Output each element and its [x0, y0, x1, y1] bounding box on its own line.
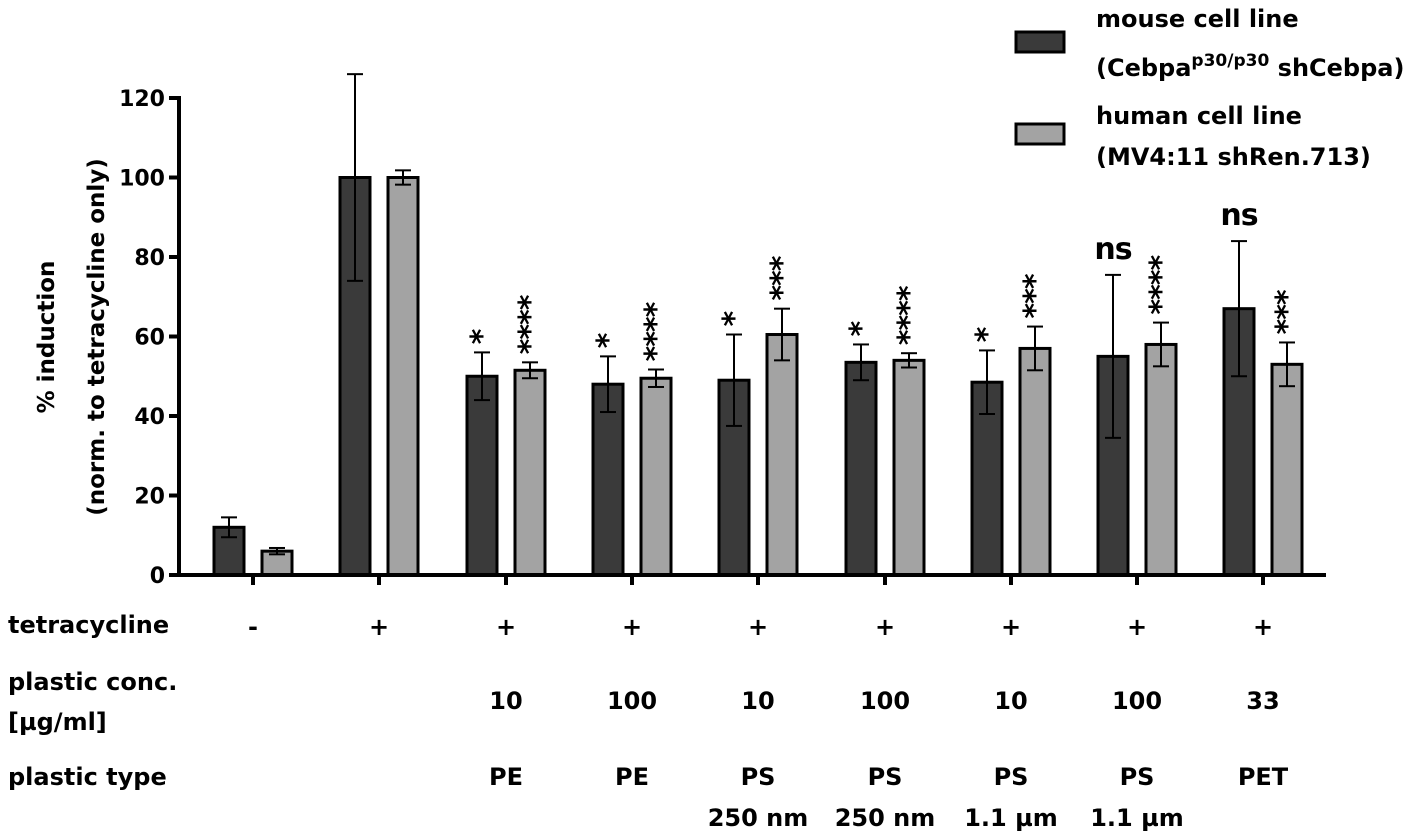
tetracycline-cell-4: +: [748, 613, 768, 641]
type-cell-5: PS: [868, 763, 903, 791]
type-cell-3: PE: [615, 763, 649, 791]
condition-table: tetracycline - + + + + + + + + plastic conc. [µg/ml…: [8, 611, 1289, 832]
bar-human-5: [892, 358, 926, 577]
sig-label-0-6: *: [970, 326, 1005, 342]
sig-label-0-7: ns: [1094, 232, 1131, 267]
tetracycline-cell-8: +: [1253, 613, 1273, 641]
tetracycline-cell-1: +: [369, 613, 389, 641]
y-tick-label-20: 20: [134, 485, 165, 510]
bar-human-3: [639, 376, 673, 577]
y-tick-label-100: 100: [119, 167, 165, 192]
sig-label-1-3: ****: [639, 301, 674, 361]
legend-label-mouse: mouse cell line: [1096, 5, 1299, 33]
bar-human-2: [513, 368, 547, 577]
sig-label-1-5: ****: [892, 285, 927, 345]
y-axis-label: % induction (norm. to tetracycline only): [34, 158, 110, 516]
legend-label-human-line2: (MV4:11 shRen.713): [1096, 143, 1371, 171]
sig-label-1-8: ***: [1270, 289, 1305, 334]
type-size-cell-5: 250 nm: [835, 804, 936, 832]
sig-label-1-6: ***: [1018, 273, 1053, 318]
tetracycline-cell-5: +: [875, 613, 895, 641]
type-size-cell-7: 1.1 µm: [1090, 804, 1184, 832]
type-cell-7: PS: [1120, 763, 1155, 791]
row-label-plastic-type: plastic type: [8, 763, 167, 791]
y-tick-label-60: 60: [134, 326, 165, 351]
bar-human-1: [386, 176, 420, 577]
legend: mouse cell line (Cebpap30/p30 shCebpa) hum…: [1014, 5, 1404, 171]
conc-cell-8: 33: [1246, 687, 1279, 715]
sig-label-1-4: ***: [765, 255, 800, 300]
tetracycline-cell-3: +: [622, 613, 642, 641]
sig-label-0-2: *: [465, 328, 500, 344]
type-size-cell-4: 250 nm: [708, 804, 809, 832]
y-tick-label-0: 0: [150, 564, 165, 589]
sig-label-0-4: *: [717, 311, 752, 327]
bar-mouse-2: [465, 374, 499, 577]
tetracycline-cell-0: -: [248, 613, 258, 641]
conc-cell-2: 10: [489, 687, 522, 715]
legend-label-human: human cell line: [1096, 102, 1302, 130]
bar-human-8: [1270, 362, 1304, 577]
tetracycline-cell-2: +: [496, 613, 516, 641]
conc-cell-7: 100: [1112, 687, 1162, 715]
type-cell-6: PS: [994, 763, 1029, 791]
y-axis-label-line1: % induction: [34, 261, 60, 414]
legend-label-mouse-line2: (Cebpap30/p30 shCebpa): [1096, 51, 1404, 82]
y-tick-label-40: 40: [134, 405, 165, 430]
bar-mouse-5: [844, 360, 878, 577]
conc-cell-6: 10: [994, 687, 1027, 715]
bar-human-6: [1018, 346, 1052, 577]
bar-human-4: [765, 333, 799, 577]
tetracycline-cell-6: +: [1001, 613, 1021, 641]
conc-cell-5: 100: [860, 687, 910, 715]
legend-swatch-mouse: [1014, 30, 1066, 54]
legend-swatch-human: [1014, 122, 1066, 146]
row-label-plastic-conc-unit: [µg/ml]: [8, 708, 107, 736]
type-cell-4: PS: [741, 763, 776, 791]
sig-label-1-2: ****: [513, 294, 548, 354]
sig-label-0-5: *: [844, 320, 879, 336]
tetracycline-cell-7: +: [1127, 613, 1147, 641]
sig-label-1-7: ****: [1144, 255, 1179, 315]
row-label-tetracycline: tetracycline: [8, 611, 169, 639]
sig-label-0-3: *: [591, 332, 626, 348]
type-cell-8: PET: [1238, 763, 1289, 791]
conc-cell-3: 100: [607, 687, 657, 715]
type-size-cell-6: 1.1 µm: [964, 804, 1058, 832]
row-label-plastic-conc: plastic conc.: [8, 668, 177, 696]
y-axis-label-line2: (norm. to tetracycline only): [84, 158, 110, 516]
y-tick-label-120: 120: [119, 87, 165, 112]
bar-human-7: [1144, 342, 1178, 577]
conc-cell-4: 10: [741, 687, 774, 715]
type-cell-2: PE: [489, 763, 523, 791]
sig-label-0-8: ns: [1220, 198, 1257, 233]
y-tick-label-80: 80: [134, 246, 165, 271]
